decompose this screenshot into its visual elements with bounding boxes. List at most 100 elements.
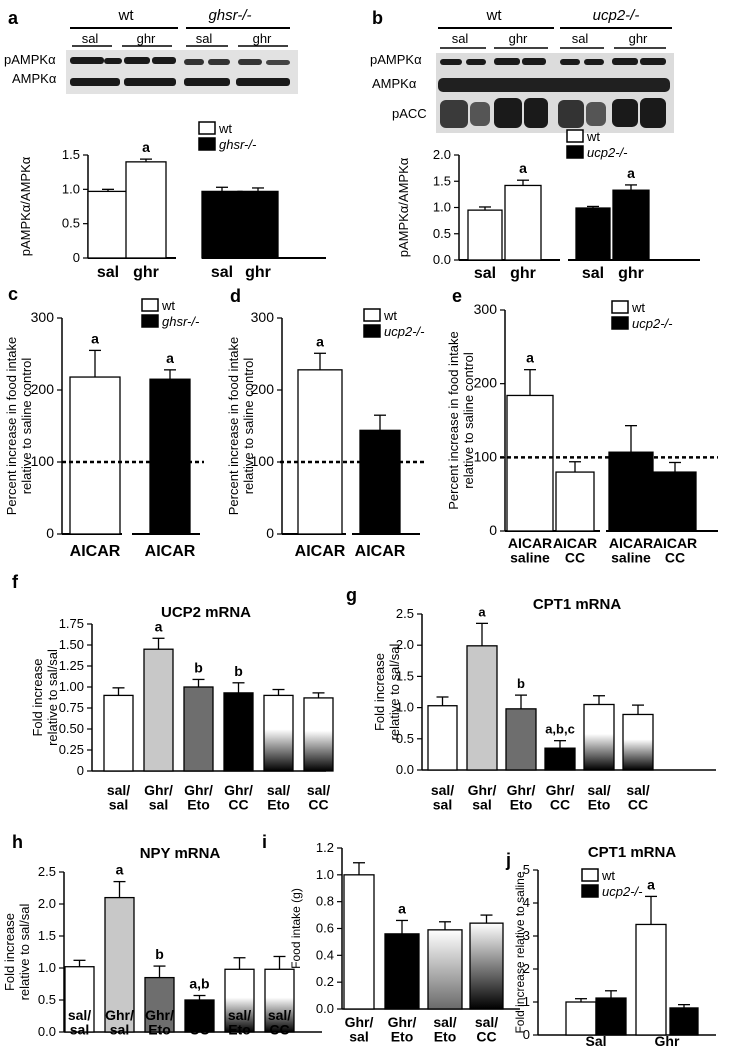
blot-a-row-2: AMPKα (12, 71, 57, 86)
y-axis-label-f: Fold increase (30, 658, 45, 736)
bar-b-3 (612, 189, 650, 261)
bar-b-0 (467, 209, 503, 261)
x-tick-label-e-3: AICAR CC (653, 535, 697, 566)
x-tick-label-h-5: sal/CC (268, 1007, 291, 1038)
y-axis-label-i: Food intake (g) (289, 888, 303, 969)
bar-j-1-0 (595, 997, 627, 1036)
panel-letter-e: e (452, 286, 462, 306)
blot-a-trt-4: ghr (253, 31, 272, 46)
chart-e: 0 100 200 300 Percent increase in food intak… (446, 300, 718, 566)
panel-letter-d: d (230, 286, 241, 306)
y-axis-label-2-g: relative to sal/sal (387, 643, 402, 740)
y-tick-label-e-2: 200 (474, 375, 498, 391)
legend-swatch-a-1 (198, 137, 216, 151)
y-tick-label-i-0: 0.0 (316, 1001, 334, 1016)
significance-i-1: a (398, 900, 406, 916)
panel-letter-c: c (8, 284, 18, 304)
significance-b-1: a (519, 160, 527, 176)
significance-b-3: a (627, 165, 635, 181)
significance-c-0: a (91, 330, 99, 346)
blot-a: wt ghsr-/- sal ghr sal ghr pAMPKα AMPKα (4, 7, 298, 94)
bar-e-1 (555, 471, 595, 532)
panel-letter-i: i (262, 832, 267, 852)
blot-a-row-1: pAMPKα (4, 52, 56, 67)
bar-g-2 (505, 708, 537, 771)
bar-i-3 (469, 922, 504, 1010)
y-tick-label-h-5: 2.5 (38, 864, 56, 879)
blot-a-group-wt: wt (118, 7, 135, 24)
y-tick-label-b-1: 0.5 (433, 226, 451, 241)
legend-label-a-1: ghsr-/- (219, 137, 257, 152)
bar-c-1 (149, 378, 191, 535)
blot-a-trt-3: sal (196, 31, 213, 46)
chart-d: 0 100 200 300 Percent increase in food intak… (226, 308, 425, 560)
bar-a-2 (201, 190, 243, 259)
legend-label-d-1: ucp2-/- (384, 324, 425, 339)
bar-h-4 (224, 968, 255, 1033)
bar-f-3 (223, 692, 254, 772)
chart-title-g: CPT1 mRNA (533, 596, 622, 613)
y-tick-label-h-4: 2.0 (38, 896, 56, 911)
y-tick-label-c-3: 300 (31, 309, 55, 325)
y-tick-label-j-4: 4 (523, 895, 530, 910)
y-tick-label-a-0: 0 (73, 250, 80, 265)
x-tick-label-b-3: ghr (618, 265, 644, 282)
bar-a-0 (87, 190, 129, 259)
x-tick-label-c-1: AICAR (145, 543, 196, 560)
significance-h-2: b (155, 946, 164, 962)
legend-label-j-1: ucp2-/- (602, 884, 643, 899)
significance-g-1: a (478, 604, 486, 619)
x-tick-label-f-3: Ghr/CC (224, 782, 253, 813)
x-tick-label-f-2: Ghr/Eto (184, 782, 213, 813)
y-axis-label-j: Fold increase relative to saline (513, 871, 527, 1033)
x-tick-label-i-2: sal/Eto (433, 1014, 456, 1045)
y-axis-label-d: Percent increase in food intake (226, 337, 241, 516)
legend-swatch-a-0 (198, 121, 216, 135)
blot-b-trt-4: ghr (629, 31, 648, 46)
y-tick-label-f-0: 0 (77, 763, 84, 778)
y-axis-label-2-h: relative to sal/sal (17, 903, 32, 1000)
x-tick-label-i-0: Ghr/sal (345, 1014, 374, 1045)
y-tick-label-e-0: 0 (489, 522, 497, 538)
panel-letter-a: a (8, 8, 19, 28)
bar-f-1 (143, 648, 174, 772)
y-axis-label-e: Percent increase in food intake (446, 331, 461, 510)
panel-letter-b: b (372, 8, 383, 28)
bar-a-3 (237, 190, 279, 259)
legend-swatch-e-1 (611, 316, 629, 330)
legend-label-b-0: wt (586, 129, 600, 144)
x-tick-label-e-0: AICAR saline (508, 535, 552, 566)
y-tick-label-h-2: 1.0 (38, 960, 56, 975)
y-tick-label-j-1: 1 (523, 994, 530, 1009)
y-tick-label-f-6: 1.50 (59, 637, 84, 652)
y-tick-label-f-7: 1.75 (59, 616, 84, 631)
chart-h: 0.0 0.5 1.0 1.5 2.0 2.5 Fold increase relative … (2, 845, 322, 1039)
y-tick-label-f-3: 0.75 (59, 700, 84, 715)
bar-c-0 (69, 376, 121, 535)
bar-j-1-1 (669, 1007, 699, 1036)
x-tick-label-b-0: sal (474, 265, 496, 282)
legend-swatch-b-1 (566, 145, 584, 159)
x-tick-label-d-0: AICAR (295, 543, 346, 560)
y-tick-label-c-1: 100 (31, 453, 55, 469)
blot-b-trt-1: sal (452, 31, 469, 46)
significance-f-3: b (234, 663, 243, 679)
y-tick-label-c-2: 200 (31, 381, 55, 397)
x-tick-label-g-5: sal/CC (626, 782, 649, 813)
x-tick-label-h-1: Ghr/sal (105, 1007, 134, 1038)
y-tick-label-c-0: 0 (46, 525, 54, 541)
legend-swatch-c-1 (141, 314, 159, 328)
y-tick-label-h-3: 1.5 (38, 928, 56, 943)
significance-f-1: a (155, 618, 163, 634)
x-tick-label-e-1: AICAR CC (553, 535, 597, 566)
y-axis-label-c: Percent increase in food intake (4, 337, 19, 516)
y-tick-label-h-1: 0.5 (38, 992, 56, 1007)
legend-label-j-0: wt (601, 868, 615, 883)
y-tick-label-j-5: 5 (523, 862, 530, 877)
x-tick-label-f-5: sal/CC (307, 782, 330, 813)
x-tick-label-b-2: sal (582, 265, 604, 282)
